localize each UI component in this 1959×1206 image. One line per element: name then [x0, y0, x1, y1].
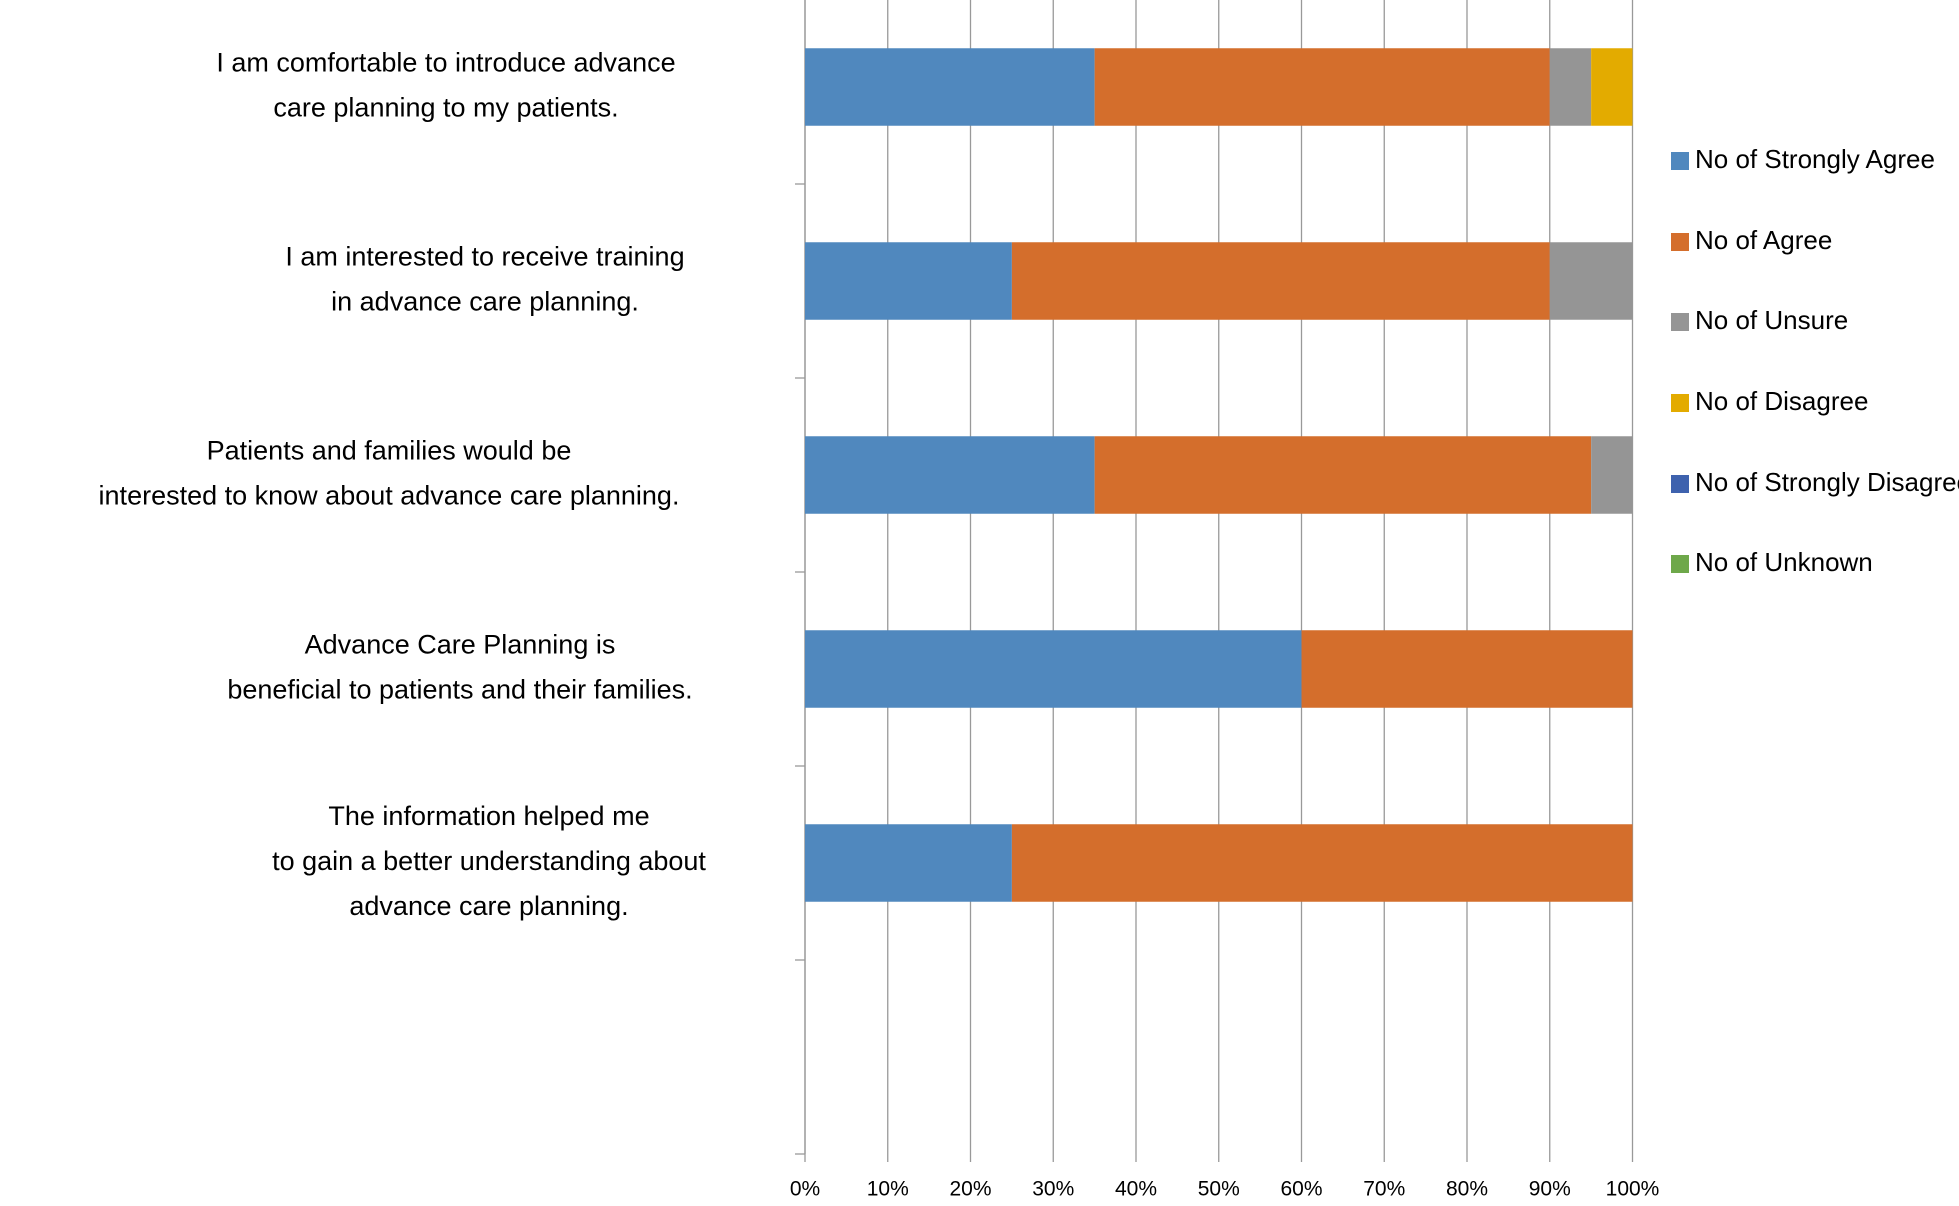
x-tick-label: 30% [1032, 1178, 1074, 1201]
bar-segment [805, 630, 1302, 708]
legend-swatch [1671, 394, 1689, 412]
legend-label: No of Unknown [1695, 547, 1873, 577]
category-label-line: beneficial to patients and their familie… [227, 675, 692, 705]
bar-segment [1549, 48, 1592, 126]
x-tick-label: 40% [1115, 1178, 1157, 1201]
x-tick-label: 70% [1363, 1178, 1405, 1201]
bar-segment [1549, 242, 1633, 320]
category-label: I am comfortable to introduce advance car… [216, 48, 675, 123]
x-tick-label: 90% [1529, 1178, 1571, 1201]
category-label: I am interested to receive training in ad… [285, 242, 684, 317]
x-tick-label: 100% [1606, 1178, 1660, 1201]
bar-segment [1591, 48, 1633, 126]
category-label: Patients and families would be interested… [99, 436, 680, 511]
legend-label: No of Strongly Disagree [1695, 467, 1959, 497]
category-label-line: The information helped me [328, 801, 649, 831]
legend-swatch [1671, 152, 1689, 170]
legend-label: No of Agree [1695, 225, 1832, 255]
legend-label: No of Disagree [1695, 386, 1868, 416]
category-label-line: in advance care planning. [331, 287, 639, 317]
bar-segment [1591, 436, 1633, 514]
legend-swatch [1671, 233, 1689, 251]
category-label-line: Patients and families would be [207, 436, 572, 466]
bar-segment [1301, 630, 1633, 708]
bar-segment [1011, 242, 1550, 320]
bar-segment [805, 48, 1095, 126]
x-tick-label: 80% [1446, 1178, 1488, 1201]
category-label-line: advance care planning. [349, 891, 628, 921]
bar-segment [805, 242, 1012, 320]
bar-segment [1094, 436, 1592, 514]
category-label-line: I am comfortable to introduce advance [216, 48, 675, 78]
category-label-line: interested to know about advance care pl… [99, 481, 680, 511]
x-tick-label: 20% [949, 1178, 991, 1201]
legend-swatch [1671, 475, 1689, 493]
category-label-line: care planning to my patients. [273, 93, 618, 123]
x-tick-label: 50% [1198, 1178, 1240, 1201]
bar-segment [805, 824, 1012, 902]
bar-segment [1011, 824, 1633, 902]
category-label: The information helped me to gain a bette… [272, 801, 706, 921]
legend-label: No of Unsure [1695, 305, 1848, 335]
legend-label: No of Strongly Agree [1695, 144, 1935, 174]
category-label-line: Advance Care Planning is [305, 630, 616, 660]
legend-swatch [1671, 313, 1689, 331]
category-label: Advance Care Planning is beneficial to pa… [227, 630, 692, 705]
x-tick-label: 10% [867, 1178, 909, 1201]
legend-swatch [1671, 555, 1689, 573]
x-tick-label: 60% [1280, 1178, 1322, 1201]
category-label-line: to gain a better understanding about [272, 846, 706, 876]
x-tick-label: 0% [790, 1178, 820, 1201]
bar-segment [805, 436, 1095, 514]
category-label-line: I am interested to receive training [285, 242, 684, 272]
bar-segment [1094, 48, 1550, 126]
